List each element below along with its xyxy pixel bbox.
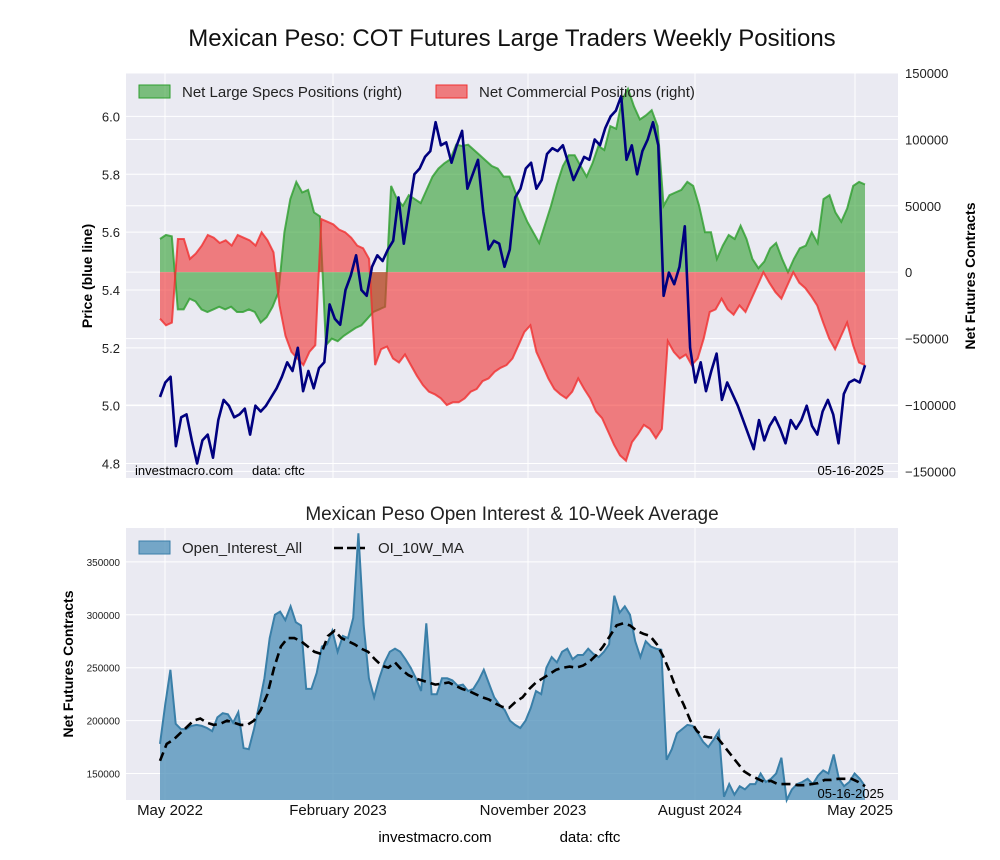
legend-label-oi: Open_Interest_All — [182, 540, 302, 557]
right-axis-label: Net Futures Contracts — [962, 202, 978, 349]
top-left-axis: 4.8 5.0 5.2 5.4 5.6 5.8 6.0 — [102, 109, 120, 471]
legend-swatch-specs — [138, 84, 171, 99]
chart-title: Mexican Peso: COT Futures Large Traders … — [188, 25, 835, 52]
left-tick-label: 5.4 — [102, 283, 120, 298]
x-tick-label: November 2023 — [480, 802, 587, 819]
top-right-axis: −150000 −100000 −50000 0 50000 100000 150000 — [905, 66, 956, 479]
x-tick-label: May 2022 — [137, 802, 203, 819]
watermark-site: investmacro.com — [135, 463, 233, 478]
oi-axis-label: Net Futures Contracts — [60, 590, 76, 737]
top-legend: Net Large Specs Positions (right) Net Co… — [138, 84, 695, 101]
right-tick-label: 50000 — [905, 199, 941, 214]
right-tick-label: 150000 — [905, 66, 948, 81]
price-line — [158, 94, 867, 465]
legend-swatch-commercial — [435, 84, 468, 99]
right-tick-label: 100000 — [905, 132, 948, 147]
legend-label-specs: Net Large Specs Positions (right) — [182, 84, 402, 101]
bottom-tick-label: 150000 — [87, 770, 121, 781]
open-interest-line — [159, 533, 866, 804]
x-tick-label: May 2025 — [827, 802, 893, 819]
x-tick-label: February 2023 — [289, 802, 387, 819]
left-axis-label: Price (blue line) — [79, 224, 95, 328]
right-tick-label: −50000 — [905, 332, 949, 347]
oi-ma-line — [158, 621, 866, 788]
right-tick-label: 0 — [905, 265, 912, 280]
left-tick-label: 5.0 — [102, 399, 120, 414]
legend-swatch-oi — [138, 540, 171, 555]
left-tick-label: 5.8 — [102, 167, 120, 182]
bottom-x-axis: May 2022 February 2023 November 2023 August… — [137, 802, 893, 819]
x-tick-label: August 2024 — [658, 802, 742, 819]
left-tick-label: 5.2 — [102, 341, 120, 356]
oi-chart-title: Mexican Peso Open Interest & 10-Week Ave… — [305, 504, 718, 525]
left-tick-label: 5.6 — [102, 225, 120, 240]
bottom-tick-label: 250000 — [87, 664, 121, 675]
footer-site: investmacro.com — [378, 829, 491, 846]
commercial-line — [159, 217, 866, 463]
top-date-label: 05-16-2025 — [818, 463, 885, 478]
bottom-tick-label: 350000 — [87, 558, 121, 569]
bottom-legend: Open_Interest_All OI_10W_MA — [138, 540, 464, 557]
bottom-date-label: 05-16-2025 — [818, 786, 885, 801]
commercial-area — [160, 219, 865, 461]
left-tick-label: 6.0 — [102, 109, 120, 124]
left-tick-label: 4.8 — [102, 457, 120, 472]
bottom-series — [158, 533, 866, 804]
right-tick-label: −150000 — [905, 464, 956, 479]
bottom-y-axis: 150000 200000 250000 300000 350000 — [87, 558, 121, 781]
legend-label-ma: OI_10W_MA — [378, 540, 464, 557]
right-tick-label: −100000 — [905, 398, 956, 413]
open-interest-area — [160, 533, 865, 800]
top-series — [158, 86, 867, 465]
footer-source: data: cftc — [560, 829, 621, 846]
legend-label-commercial: Net Commercial Positions (right) — [479, 84, 695, 101]
bottom-tick-label: 200000 — [87, 717, 121, 728]
watermark-source: data: cftc — [252, 463, 305, 478]
bottom-tick-label: 300000 — [87, 611, 121, 622]
